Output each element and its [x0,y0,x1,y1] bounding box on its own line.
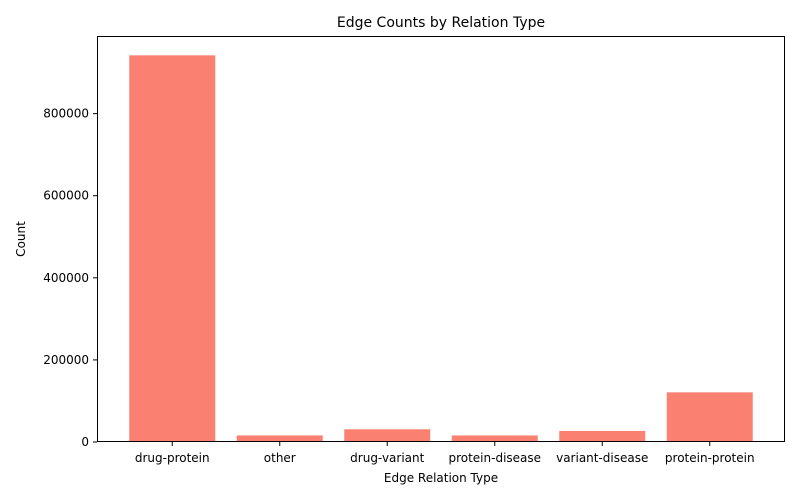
x-axis-label: Edge Relation Type [384,471,498,485]
y-tick-label: 800000 [43,107,89,121]
y-tick-label: 400000 [43,271,89,285]
x-axis: drug-protein other drug-variant protein-dis… [135,442,755,465]
chart-title: Edge Counts by Relation Type [337,15,545,31]
bar-protein-protein [666,392,753,442]
y-axis: 0 200000 400000 600000 800000 [43,107,97,449]
bar-other [236,435,323,442]
plot-frame [97,36,785,442]
x-tick-label: protein-disease [448,451,541,465]
x-tick-label: drug-protein [135,451,210,465]
bars-group [129,55,753,442]
x-tick-label: other [264,451,296,465]
x-tick-label: variant-disease [556,451,648,465]
x-tick-label: drug-variant [350,451,424,465]
y-tick-label: 200000 [43,353,89,367]
bar-drug-protein [129,55,216,442]
bar-variant-disease [559,430,646,442]
y-tick-label: 0 [81,435,89,449]
x-tick-label: protein-protein [665,451,755,465]
bar-protein-disease [451,435,538,442]
y-tick-label: 600000 [43,189,89,203]
bar-drug-variant [344,429,431,442]
y-axis-label: Count [14,221,28,257]
